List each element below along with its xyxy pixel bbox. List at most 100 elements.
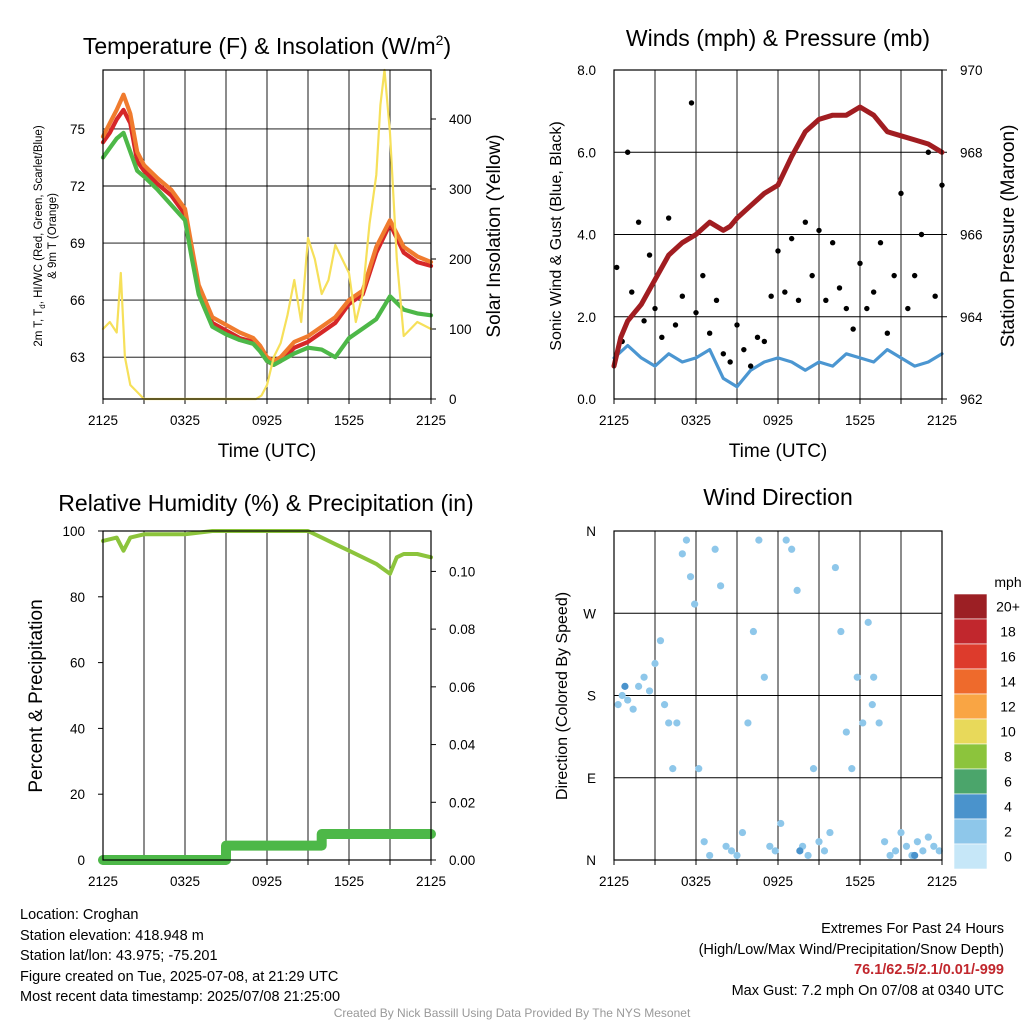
dir-point [864, 618, 872, 626]
wind-gust-point [665, 215, 672, 221]
temp-y-left-tick-label: 72 [70, 179, 85, 194]
wind-series-sonic-wind [612, 343, 944, 389]
rh-panel-title: Relative Humidity (%) & Precipitation (i… [58, 490, 473, 516]
dir-point [796, 847, 804, 855]
temp-y-left-tick-label: 66 [70, 293, 85, 308]
elevation-text: Station elevation: 418.948 m [20, 927, 204, 944]
dir-y-tick-label: N [586, 853, 596, 868]
rh-y-left-tick-label: 0 [77, 853, 85, 868]
dir-point [875, 719, 883, 727]
wind-gust-point [720, 351, 727, 357]
wind-gust-point [700, 272, 706, 279]
dir-point [766, 842, 774, 850]
temp-x-tick-label: 0925 [252, 413, 282, 428]
extremes-values: 76.1/62.5/2.1/0.01/-999 [854, 962, 1004, 978]
dir-point [804, 851, 812, 860]
dir-legend-title: mph [994, 574, 1021, 590]
dir-point [749, 627, 758, 636]
dir-point [624, 696, 632, 704]
dir-point [629, 705, 637, 713]
dir-colorbar-label: 6 [1004, 774, 1012, 790]
wind-gust-point [829, 240, 836, 246]
wind-gust-point [775, 248, 781, 254]
wind-plot-frame [613, 69, 943, 400]
wind-gust-point [788, 235, 795, 242]
dir-colorbar-label: 18 [1000, 624, 1016, 640]
wind-y-right-tick-label: 962 [960, 392, 983, 407]
dir-point [711, 545, 719, 553]
dir-point [695, 765, 703, 773]
temp-panel-title: Temperature (F) & Insolation (W/m2) [83, 32, 451, 59]
dir-point [930, 842, 938, 850]
dir-point [669, 765, 677, 773]
dir-point [919, 847, 927, 855]
dir-point [913, 838, 922, 846]
temp-y-left-tick-label: 75 [70, 122, 85, 137]
wind-gust-point [741, 346, 747, 353]
dir-colorbar-swatch [953, 843, 988, 870]
temp-plot-frame [102, 69, 432, 400]
dir-point [656, 637, 665, 645]
wind-gust-point [646, 252, 653, 258]
rh-y-right-tick-label: 0.08 [449, 622, 475, 637]
dir-point [771, 847, 779, 855]
wind-gust-point [734, 322, 740, 328]
wind-gust-point [898, 190, 904, 197]
wind-gust-point [823, 297, 829, 303]
wind-gust-point [836, 285, 843, 291]
wind-gust-point [911, 272, 918, 279]
extremes-title: Extremes For Past 24 Hours [821, 921, 1004, 937]
dir-point [902, 842, 911, 850]
wind-gust-point [782, 289, 788, 295]
rh-axes [102, 531, 432, 865]
dir-point [837, 627, 845, 636]
dir-colorbar-label: 0 [1004, 849, 1012, 865]
dir-point [665, 719, 673, 727]
dir-colorbar-label: 12 [1000, 699, 1016, 715]
max-gust-text: Max Gust: 7.2 mph On 07/08 at 0340 UTC [731, 982, 1004, 999]
wind-gust-point [857, 260, 863, 266]
temp-y-right-tick-label: 0 [449, 392, 457, 407]
wind-gust-point [877, 240, 884, 246]
dir-point [897, 828, 905, 837]
wind-gust-point [629, 289, 635, 295]
rh-y-right-tick-label: 0.04 [449, 738, 476, 753]
wind-gust-point [747, 363, 754, 369]
dir-colorbar-swatch [953, 643, 988, 670]
dir-x-tick-label: 0325 [681, 874, 711, 889]
wind-gust-point [864, 305, 870, 312]
temp-y-right-tick-label: 400 [449, 112, 472, 127]
temp-y-right-label: Solar Insolation (Yellow) [484, 134, 505, 337]
dir-point [744, 719, 752, 727]
dir-point [859, 719, 867, 727]
temp-x-label: Time (UTC) [218, 441, 317, 462]
dir-colorbar-swatch [953, 743, 988, 770]
dir-point [717, 582, 725, 590]
wind-gust-point [891, 272, 897, 279]
temp-x-tick-label: 2125 [416, 413, 446, 428]
wind-x-tick-label: 0925 [763, 413, 793, 428]
wind-gust-point [706, 330, 713, 336]
recent-data-text: Most recent data timestamp: 2025/07/08 2… [20, 989, 341, 1005]
wind-y-left-tick-label: 8.0 [577, 63, 596, 78]
rh-y-left-tick-label: 100 [62, 524, 85, 539]
rh-y-right-tick-label: 0.06 [449, 680, 475, 695]
dir-point [788, 545, 796, 553]
wind-gust-point [768, 293, 774, 299]
dir-y-tick-label: W [583, 606, 596, 621]
dir-point [645, 687, 654, 695]
rh-x-tick-label: 0325 [170, 874, 200, 889]
dir-colorbar-swatch [953, 818, 988, 845]
wind-gust-point [761, 338, 768, 345]
wind-y-left-tick-label: 6.0 [577, 145, 596, 160]
rh-y-left-tick-label: 60 [70, 656, 85, 671]
rh-plot-frame [102, 530, 432, 861]
temp-y-left-label-2: & 9m T (Orange) [47, 193, 59, 279]
dir-point [651, 659, 659, 668]
dir-x-tick-label: 2125 [927, 874, 957, 889]
dir-point [826, 828, 834, 837]
rh-y-right-tick-label: 0.00 [449, 853, 475, 868]
dir-point [760, 673, 768, 681]
wind-gust-point [932, 293, 938, 299]
